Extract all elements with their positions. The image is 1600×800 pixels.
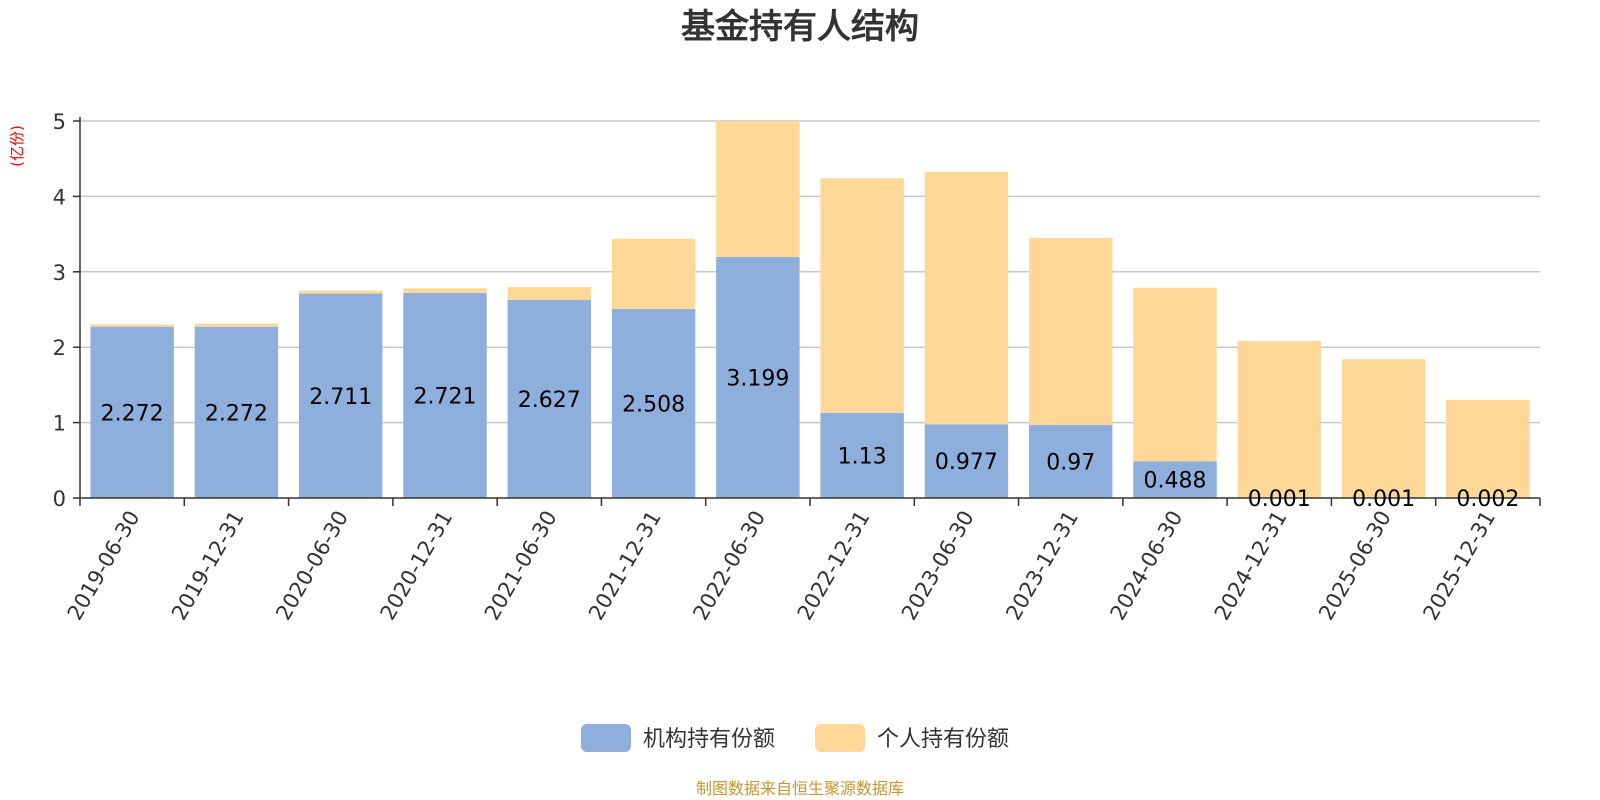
bar-individual[interactable] bbox=[90, 324, 174, 327]
x-tick-label: 2023-12-31 bbox=[1001, 507, 1083, 625]
bar-individual[interactable] bbox=[820, 178, 904, 413]
x-tick-label: 2020-06-30 bbox=[271, 507, 353, 625]
x-tick-label: 2025-12-31 bbox=[1418, 507, 1500, 625]
bar-individual[interactable] bbox=[1029, 237, 1113, 425]
data-label: 2.627 bbox=[518, 388, 581, 413]
bar-individual[interactable] bbox=[1237, 341, 1321, 498]
bar-institutional[interactable] bbox=[1029, 424, 1113, 498]
x-tick-label: 2021-06-30 bbox=[480, 507, 562, 625]
x-tick-label: 2019-06-30 bbox=[63, 507, 145, 625]
data-label: 2.508 bbox=[622, 392, 685, 417]
legend-swatch-individual[interactable] bbox=[815, 724, 865, 752]
bar-institutional[interactable] bbox=[924, 424, 1009, 498]
y-tick-label: 2 bbox=[53, 336, 66, 360]
x-tick-label: 2024-12-31 bbox=[1210, 507, 1292, 625]
data-label: 0.97 bbox=[1046, 450, 1095, 475]
x-tick-label: 2019-12-31 bbox=[167, 507, 249, 625]
chart-title: 基金持有人结构 bbox=[681, 7, 919, 47]
data-label: 0.001 bbox=[1248, 487, 1311, 512]
bar-institutional[interactable] bbox=[403, 292, 487, 498]
y-tick-label: 3 bbox=[53, 261, 66, 285]
bar-individual[interactable] bbox=[716, 121, 800, 257]
data-label: 2.721 bbox=[414, 384, 477, 409]
bar-institutional[interactable] bbox=[194, 326, 279, 498]
data-labels-group: 2.272 2.272 2.711 2.721 2.627 2.508 3.199 1.13 0… bbox=[101, 366, 1520, 512]
data-label: 0.002 bbox=[1456, 487, 1519, 512]
data-label: 0.001 bbox=[1352, 487, 1415, 512]
y-tick-label: 4 bbox=[53, 185, 66, 209]
data-label: 2.711 bbox=[309, 385, 372, 410]
bar-institutional[interactable] bbox=[716, 256, 800, 498]
legend-label-institutional[interactable]: 机构持有份额 bbox=[643, 727, 775, 752]
bar-individual[interactable] bbox=[299, 290, 383, 294]
data-label: 1.13 bbox=[838, 444, 887, 469]
bar-institutional[interactable] bbox=[611, 308, 696, 498]
bar-individual[interactable] bbox=[1341, 359, 1426, 498]
bar-institutional[interactable] bbox=[507, 299, 591, 498]
data-label: 0.488 bbox=[1144, 469, 1207, 494]
bar-individual[interactable] bbox=[507, 287, 591, 300]
legend-label-individual[interactable]: 个人持有份额 bbox=[877, 727, 1009, 752]
data-label: 2.272 bbox=[101, 401, 164, 426]
legend[interactable]: 机构持有份额 个人持有份额 bbox=[581, 724, 1009, 752]
x-tick-label: 2020-12-31 bbox=[376, 507, 458, 625]
y-tick-label: 0 bbox=[53, 487, 66, 511]
bar-individual[interactable] bbox=[924, 171, 1009, 425]
x-tick-label: 2021-12-31 bbox=[584, 507, 666, 625]
bars-group bbox=[90, 121, 1530, 498]
x-tick-label: 2024-06-30 bbox=[1106, 507, 1188, 625]
x-tick-label: 2025-06-30 bbox=[1314, 507, 1396, 625]
bar-individual[interactable] bbox=[403, 288, 487, 293]
x-tick-label: 2022-12-31 bbox=[793, 507, 875, 625]
bar-institutional[interactable] bbox=[1133, 461, 1217, 498]
bar-institutional[interactable] bbox=[820, 412, 904, 498]
y-tick-label: 5 bbox=[53, 110, 66, 134]
x-tick-label: 2023-06-30 bbox=[897, 507, 979, 625]
bar-individual[interactable] bbox=[611, 238, 696, 309]
bar-individual[interactable] bbox=[1133, 287, 1217, 462]
data-label: 0.977 bbox=[935, 450, 998, 475]
bar-individual[interactable] bbox=[194, 323, 279, 327]
x-tick-label: 2022-06-30 bbox=[688, 507, 770, 625]
source-note: 制图数据来自恒生聚源数据库 bbox=[696, 779, 904, 798]
data-label: 2.272 bbox=[205, 401, 268, 426]
bar-institutional[interactable] bbox=[299, 293, 383, 498]
data-label: 3.199 bbox=[726, 366, 789, 391]
y-tick-label: 1 bbox=[53, 412, 66, 436]
legend-swatch-institutional[interactable] bbox=[581, 724, 631, 752]
bar-institutional[interactable] bbox=[90, 326, 174, 498]
bar-individual[interactable] bbox=[1446, 399, 1530, 498]
y-axis-unit-label: (亿份) bbox=[8, 125, 26, 167]
